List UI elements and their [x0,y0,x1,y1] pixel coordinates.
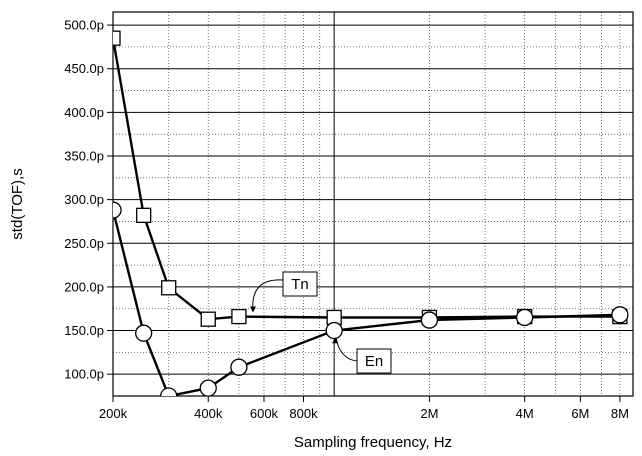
data-point-tn [106,31,120,45]
data-point-tn [232,310,246,324]
x-tick-label: 8M [611,406,629,421]
y-tick-label: 300.0p [64,192,104,207]
x-tick-label: 4M [516,406,534,421]
y-tick-label: 100.0p [64,367,104,382]
x-tick-label: 600k [250,406,279,421]
y-axis-label: std(TOF),s [9,168,26,239]
y-tick-label: 450.0p [64,61,104,76]
x-tick-label: 800k [289,406,318,421]
x-axis-label: Sampling frequency, Hz [294,434,452,451]
data-point-tn [162,281,176,295]
x-tick-label: 2M [420,406,438,421]
x-tick-label: 6M [571,406,589,421]
data-point-tn [201,312,215,326]
data-point-en [105,202,121,218]
annotation-label: Tn [291,276,309,293]
y-tick-label: 350.0p [64,149,104,164]
data-point-en [612,307,628,323]
y-tick-label: 250.0p [64,236,104,251]
y-tick-label: 150.0p [64,323,104,338]
annotation-label: En [365,353,383,370]
data-point-en [136,325,152,341]
data-point-tn [137,208,151,222]
y-tick-label: 400.0p [64,105,104,120]
data-point-en [421,312,437,328]
y-tick-label: 500.0p [64,18,104,33]
data-point-en [517,309,533,325]
data-point-en [200,380,216,396]
data-point-en [231,359,247,375]
x-tick-label: 400k [194,406,223,421]
x-tick-label: 200k [99,406,128,421]
data-point-en [326,323,342,339]
data-point-en [161,388,177,404]
y-tick-label: 200.0p [64,279,104,294]
